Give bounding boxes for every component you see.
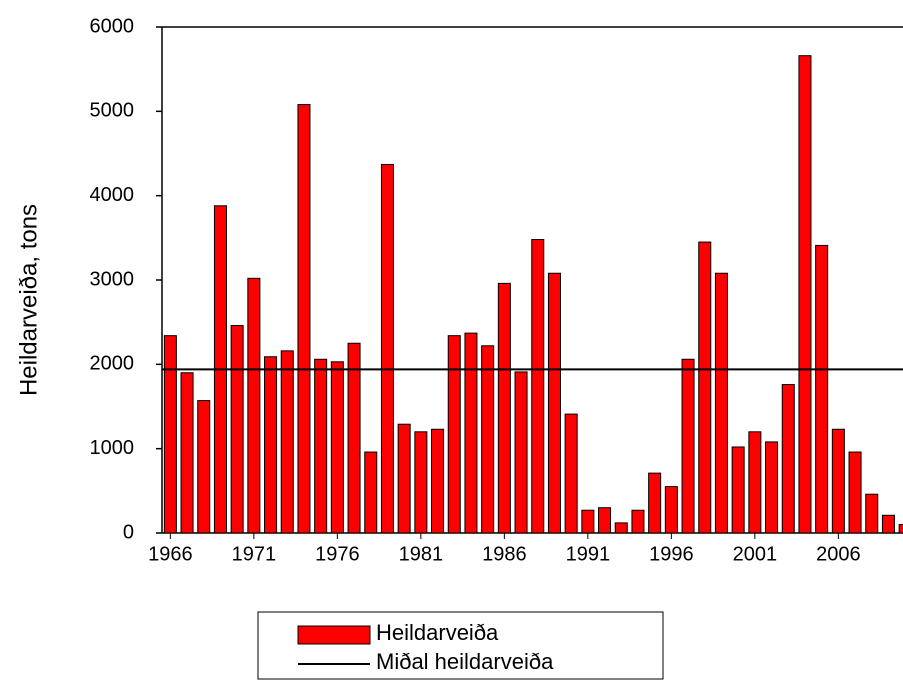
bar — [664, 486, 678, 534]
bar — [197, 400, 211, 534]
y-tick-label: 2000 — [90, 353, 135, 375]
x-tick-label: 1976 — [315, 543, 360, 565]
x-tick-label: 1966 — [148, 543, 193, 565]
bar — [648, 472, 662, 534]
bar — [414, 431, 428, 534]
x-tick-label: 2001 — [733, 543, 778, 565]
legend-swatch — [297, 625, 371, 645]
bar — [464, 332, 478, 534]
bar — [447, 335, 461, 534]
x-tick-label: 1991 — [566, 543, 611, 565]
bar — [230, 325, 244, 534]
y-tick-label: 0 — [123, 521, 134, 543]
x-tick-label: 1996 — [649, 543, 694, 565]
x-tick-label: 1986 — [482, 543, 527, 565]
bar — [431, 428, 445, 534]
bar — [497, 282, 511, 534]
bar — [765, 441, 779, 534]
y-tick-label: 1000 — [90, 437, 135, 459]
bar — [898, 524, 903, 534]
bar — [564, 413, 578, 534]
bar — [798, 55, 812, 534]
bar — [347, 342, 361, 534]
legend — [257, 611, 664, 680]
bar — [881, 514, 895, 534]
legend-label: Miðal heildarveiða — [376, 649, 554, 674]
bar — [581, 509, 595, 534]
bar — [247, 277, 261, 534]
bar — [397, 423, 411, 534]
bar — [314, 358, 328, 534]
y-axis-label: Heildarveiða, tons — [15, 204, 42, 396]
y-tick-label: 5000 — [90, 100, 135, 122]
bar — [297, 104, 311, 534]
y-tick-label: 4000 — [90, 184, 135, 206]
bar — [163, 335, 177, 534]
bar — [481, 345, 495, 534]
bar — [681, 358, 695, 534]
bar — [731, 446, 745, 534]
bar — [714, 272, 728, 534]
bar — [547, 272, 561, 534]
bar — [781, 384, 795, 534]
y-tick-label: 3000 — [90, 268, 135, 290]
bar — [531, 239, 545, 534]
bar — [815, 244, 829, 534]
y-tick-label: 6000 — [90, 15, 135, 37]
bar — [865, 493, 879, 534]
bar — [514, 371, 528, 534]
x-tick-label: 1981 — [399, 543, 444, 565]
bar — [264, 356, 278, 534]
x-tick-label: 1971 — [232, 543, 277, 565]
x-tick-label: 2006 — [816, 543, 861, 565]
bar — [831, 428, 845, 534]
bar — [614, 522, 628, 534]
bar — [748, 431, 762, 534]
bar — [598, 507, 612, 534]
bar — [380, 163, 394, 534]
bar — [330, 361, 344, 534]
legend-label: Heildarveiða — [376, 620, 499, 645]
bar — [180, 372, 194, 534]
bar — [631, 509, 645, 534]
bar — [280, 350, 294, 534]
bar — [848, 451, 862, 534]
bar — [698, 241, 712, 534]
bar — [364, 451, 378, 534]
